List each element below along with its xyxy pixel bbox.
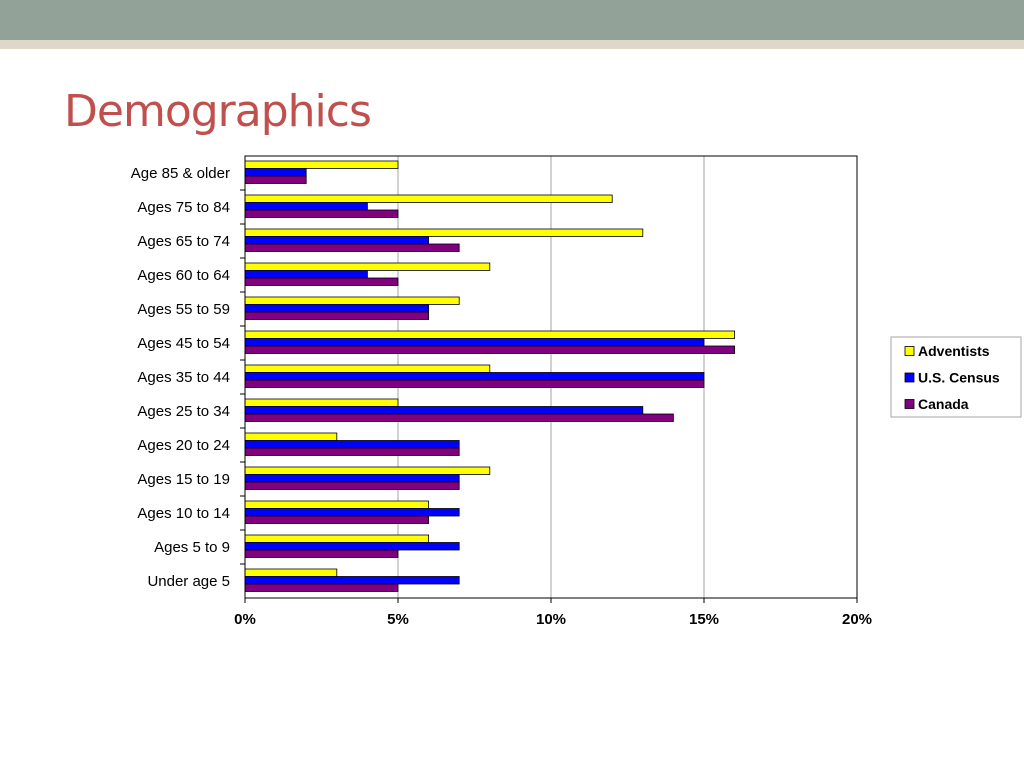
bar-u-s-census-4 bbox=[244, 440, 460, 449]
bar-adventists-0 bbox=[244, 568, 338, 577]
category-label: Ages 35 to 44 bbox=[137, 369, 230, 386]
category-label: Ages 10 to 14 bbox=[137, 505, 230, 522]
legend-label: U.S. Census bbox=[918, 370, 1000, 386]
x-tick-label: 0% bbox=[234, 611, 256, 628]
bar-adventists-5 bbox=[244, 398, 399, 407]
bar-canada-10 bbox=[244, 243, 460, 252]
bar-canada-5 bbox=[244, 413, 674, 422]
bars bbox=[244, 160, 736, 592]
bar-u-s-census-0 bbox=[244, 576, 460, 585]
bar-adventists-12 bbox=[244, 160, 399, 169]
axis-ticks bbox=[240, 189, 858, 603]
category-label: Ages 75 to 84 bbox=[137, 199, 230, 216]
legend-swatch-u-s-census bbox=[904, 372, 915, 383]
bar-adventists-4 bbox=[244, 432, 338, 441]
category-label: Ages 45 to 54 bbox=[137, 335, 230, 352]
bar-canada-3 bbox=[244, 481, 460, 490]
legend-swatch-adventists bbox=[904, 346, 915, 356]
header-band bbox=[0, 0, 1024, 40]
bar-adventists-10 bbox=[244, 228, 644, 237]
bar-adventists-6 bbox=[244, 364, 491, 373]
bar-canada-12 bbox=[244, 175, 307, 184]
legend-swatch-canada bbox=[904, 399, 915, 409]
bar-canada-0 bbox=[244, 583, 399, 592]
bar-u-s-census-11 bbox=[244, 202, 368, 211]
bar-canada-6 bbox=[244, 379, 705, 388]
slide-title: Demographics bbox=[64, 86, 372, 137]
category-label: Ages 25 to 34 bbox=[137, 403, 230, 420]
bar-u-s-census-5 bbox=[244, 406, 644, 415]
bar-u-s-census-7 bbox=[244, 338, 705, 347]
category-label: Under age 5 bbox=[147, 573, 230, 590]
bar-adventists-1 bbox=[244, 534, 430, 543]
bar-u-s-census-6 bbox=[244, 372, 705, 381]
legend: Adventists U.S. Census Canada bbox=[890, 336, 1022, 418]
bar-u-s-census-3 bbox=[244, 474, 460, 483]
bar-adventists-2 bbox=[244, 500, 430, 509]
bar-adventists-8 bbox=[244, 296, 460, 305]
bar-canada-8 bbox=[244, 311, 430, 320]
bar-u-s-census-9 bbox=[244, 270, 368, 279]
bar-u-s-census-8 bbox=[244, 304, 430, 313]
category-label: Ages 65 to 74 bbox=[137, 233, 230, 250]
bar-adventists-7 bbox=[244, 330, 736, 339]
bar-u-s-census-10 bbox=[244, 236, 430, 245]
bar-canada-2 bbox=[244, 515, 430, 524]
category-label: Ages 20 to 24 bbox=[137, 437, 230, 454]
bar-u-s-census-1 bbox=[244, 542, 460, 551]
bar-canada-7 bbox=[244, 345, 736, 354]
category-label: Ages 60 to 64 bbox=[137, 267, 230, 284]
legend-label: Adventists bbox=[918, 343, 990, 359]
bar-adventists-11 bbox=[244, 194, 613, 203]
tick-labels: 0% 5% 10% 15% 20% bbox=[234, 611, 872, 628]
category-label: Ages 15 to 19 bbox=[137, 471, 230, 488]
bar-canada-9 bbox=[244, 277, 399, 286]
header-rule bbox=[0, 40, 1024, 49]
bar-adventists-9 bbox=[244, 262, 491, 271]
x-tick-label: 20% bbox=[842, 611, 872, 628]
x-tick-label: 5% bbox=[387, 611, 409, 628]
legend-label: Canada bbox=[918, 396, 969, 412]
category-label: Ages 5 to 9 bbox=[154, 539, 230, 556]
category-labels: Under age 5 Ages 5 to 9 Ages 10 to 14 Ages … bbox=[131, 165, 230, 590]
bar-u-s-census-2 bbox=[244, 508, 460, 517]
bar-canada-11 bbox=[244, 209, 399, 218]
x-tick-label: 10% bbox=[536, 611, 566, 628]
bar-adventists-3 bbox=[244, 466, 491, 475]
x-tick-label: 15% bbox=[689, 611, 719, 628]
category-label: Age 85 & older bbox=[131, 165, 230, 182]
bar-u-s-census-12 bbox=[244, 168, 307, 177]
bar-canada-4 bbox=[244, 447, 460, 456]
category-label: Ages 55 to 59 bbox=[137, 301, 230, 318]
bar-canada-1 bbox=[244, 549, 399, 558]
